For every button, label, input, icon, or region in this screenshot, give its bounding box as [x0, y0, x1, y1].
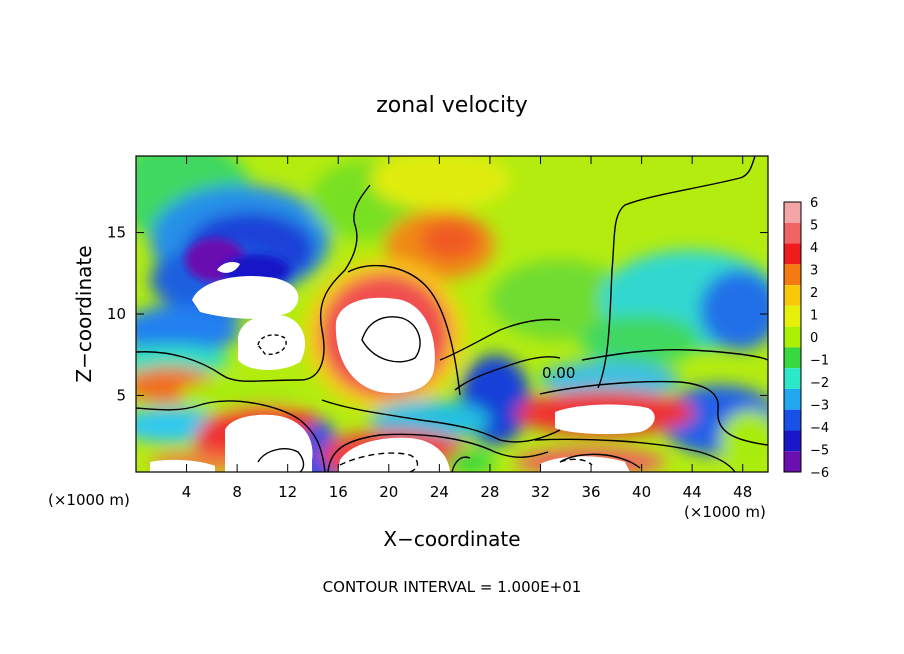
- colorbar-swatch: [784, 430, 801, 452]
- x-tick-label: 24: [430, 483, 449, 501]
- contour-interval-note: CONTOUR INTERVAL = 1.000E+01: [323, 578, 582, 596]
- colorbar-label: 0: [810, 331, 818, 346]
- colorbar-label: 1: [810, 309, 818, 324]
- colorbar-label: −5: [810, 444, 829, 459]
- y-tick-label: 5: [116, 386, 126, 404]
- colorbar-swatch: [784, 409, 801, 431]
- x-tick-label: 20: [379, 483, 398, 501]
- colorbar-label: 3: [810, 264, 818, 279]
- x-axis: 4 8 12 16 20 24 28 32 36 40 44 48: [182, 156, 752, 501]
- x-tick-label: 4: [182, 483, 192, 501]
- colorbar-label: 5: [810, 219, 818, 234]
- colorbar-swatch: [784, 222, 801, 244]
- colorbar-label: −1: [810, 354, 829, 369]
- x-tick-label: 40: [632, 483, 651, 501]
- contour-label: 0.00: [542, 364, 575, 382]
- x-tick-label: 16: [329, 483, 348, 501]
- colorbar-swatch: [784, 305, 801, 327]
- colorbar: 6 5 4 3 2 1 0 −1 −2 −3 −4 −5 −6: [783, 196, 829, 481]
- x-tick-label: 32: [531, 483, 550, 501]
- x-tick-label: 48: [733, 483, 752, 501]
- colorbar-frame: [783, 201, 802, 473]
- colorbar-swatch: [784, 264, 801, 286]
- x-tick-label: 28: [480, 483, 499, 501]
- colorbar-swatch: [784, 368, 801, 389]
- x-unit-left: (×1000 m): [48, 491, 130, 509]
- colorbar-swatch: [784, 202, 801, 223]
- x-tick-label: 8: [232, 483, 242, 501]
- chart-title: zonal velocity: [376, 93, 528, 118]
- colorbar-swatch: [784, 388, 801, 410]
- y-axis-label: Z−coordinate: [72, 245, 96, 382]
- heatmap-field: [136, 156, 768, 472]
- y-axis: 5 10 15: [107, 224, 768, 404]
- y-tick-label: 10: [107, 305, 126, 323]
- x-tick-label: 44: [683, 483, 702, 501]
- colorbar-swatch: [784, 347, 801, 369]
- colorbar-swatch: [784, 243, 801, 265]
- colorbar-label: −4: [810, 421, 829, 436]
- x-unit-right: (×1000 m): [684, 503, 766, 521]
- colorbar-label: −6: [810, 466, 829, 481]
- x-tick-label: 12: [278, 483, 297, 501]
- x-tick-label: 36: [581, 483, 600, 501]
- colorbar-label: 6: [810, 196, 818, 211]
- colorbar-label: 4: [810, 241, 818, 256]
- colorbar-swatch: [784, 285, 801, 306]
- x-axis-label: X−coordinate: [383, 527, 520, 551]
- contour-lines: [136, 156, 768, 472]
- colorbar-label: −2: [810, 376, 829, 391]
- colorbar-label: −3: [810, 399, 829, 414]
- colorbar-label: 2: [810, 286, 818, 301]
- colorbar-swatch: [784, 451, 801, 472]
- colorbar-swatch: [784, 326, 801, 348]
- y-tick-label: 15: [107, 224, 126, 242]
